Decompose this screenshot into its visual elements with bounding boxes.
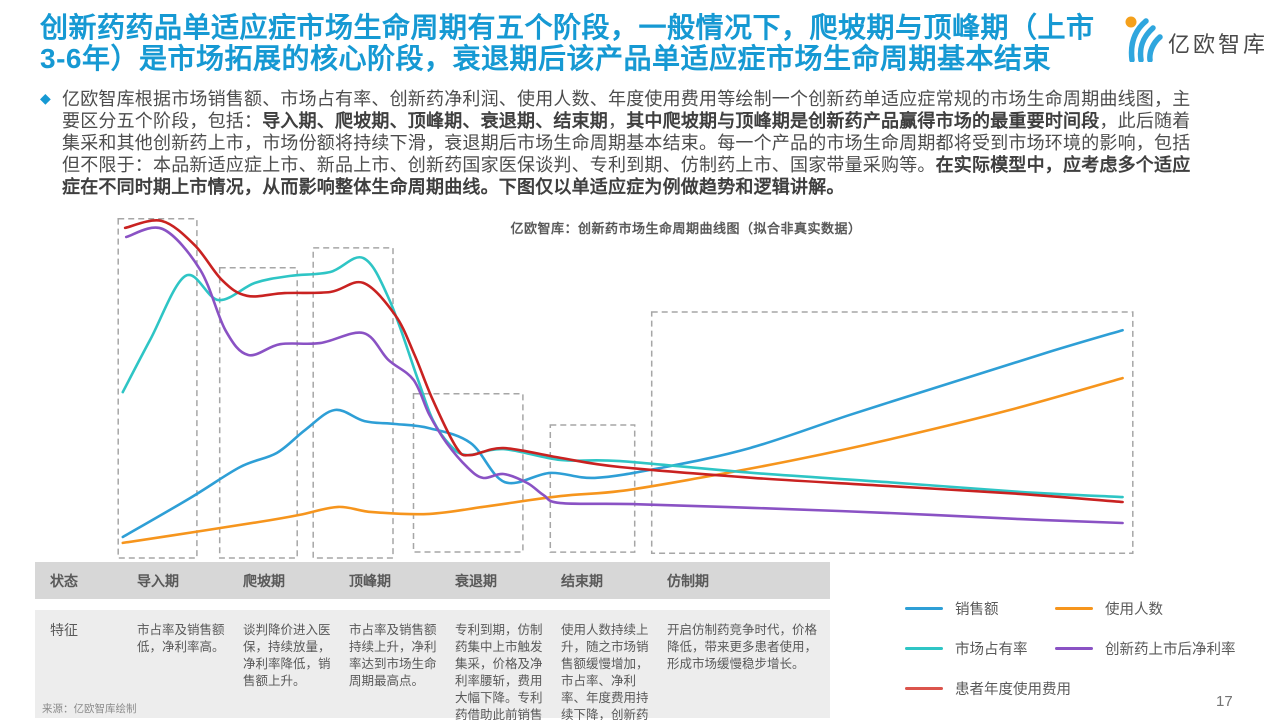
legend-label: 销售额	[955, 601, 999, 618]
source-note: 来源：亿欧智库绘制	[42, 703, 137, 715]
curve-患者年度使用费用	[123, 219, 1124, 504]
header-end: 结束期	[561, 572, 603, 589]
legend-marker-icon	[905, 646, 943, 650]
legend-label: 使用人数	[1105, 601, 1163, 618]
diamond-bullet-icon: ◆	[40, 90, 51, 106]
phase-box-顶峰期	[312, 247, 394, 559]
page-title-line1: 创新药药品单适应症市场生命周期有五个阶段，一般情况下，爬坡期与顶峰期（上市	[40, 12, 1095, 43]
row-label-features: 特征	[50, 622, 78, 638]
phase-box-结束期	[549, 424, 636, 553]
page-title: 创新药药品单适应症市场生命周期有五个阶段，一般情况下，爬坡期与顶峰期（上市 3-…	[40, 12, 1140, 74]
paragraph-line: 但不限于：本品新适应症上市、新品上市、创新药国家医保谈判、专利到期、仿制药上市、…	[62, 155, 1191, 175]
page-title-line2: 3-6年）是市场拓展的核心阶段，衰退期后该产品单适应症市场生命周期基本结束	[40, 43, 1051, 74]
brand-logo-text: 亿欧智库	[1168, 32, 1269, 57]
body-paragraph-lines: 亿欧智库根据市场销售额、市场占有率、创新药净利润、使用人数、年度使用费用等绘制一…	[62, 88, 1252, 198]
legend-label: 创新药上市后净利率	[1105, 641, 1236, 658]
paragraph-line: 亿欧智库根据市场销售额、市场占有率、创新药净利润、使用人数、年度使用费用等绘制一…	[62, 89, 1191, 109]
phase-box-导入期	[117, 218, 198, 559]
chart-title: 亿欧智库：创新药市场生命周期曲线图（拟合非真实数据）	[510, 221, 862, 236]
cell-decline: 专利到期，仿制药集中上市触发集采，价格及净利率腰斩，费用大幅下降。专利药借助此前…	[455, 623, 543, 720]
header-decline: 衰退期	[455, 572, 497, 589]
paragraph-line: 症在不同时期上市情况，从而影响整体生命周期曲线。下图仅以单适应症为例做趋势和逻辑…	[62, 177, 845, 197]
curve-创新药上市后净利率	[124, 226, 1124, 525]
legend-marker-icon	[905, 686, 943, 690]
cell-end: 使用人数持续上升，随之市场销售额缓慢增加，市占率、净利率、年度费用持续下降，创新…	[561, 623, 649, 720]
legend-item: 销售额	[905, 598, 1055, 619]
legend-label: 患者年度使用费用	[955, 681, 1071, 698]
brand-logo-icon	[1125, 16, 1163, 62]
phase-table: 状态 导入期 爬坡期 顶峰期 衰退期 结束期 仿制期 特征 市占率及销售额低，净…	[35, 562, 830, 720]
header-peak: 顶峰期	[349, 572, 391, 589]
header-introduction: 导入期	[137, 572, 179, 589]
curve-销售额	[121, 328, 1124, 539]
phase-table-body: 特征 市占率及销售额低，净利率高。 谈判降价进入医保，持续放量，净利率降低，销售…	[35, 610, 830, 720]
legend-item: 使用人数	[1055, 598, 1280, 619]
header-status: 状态	[50, 572, 78, 589]
legend-marker-icon	[905, 606, 943, 610]
legend-item: 市场占有率	[905, 638, 1055, 659]
cell-introduction: 市占率及销售额低，净利率高。	[137, 623, 225, 654]
legend-label: 市场占有率	[955, 641, 1028, 658]
legend-item: 创新药上市后净利率	[1055, 638, 1280, 659]
chart-legend: 销售额 使用人数市场占有率 创新药上市后净利率患者年度使用费用	[905, 588, 1280, 708]
cell-peak: 市占率及销售额持续上升，净利率达到市场生命周期最高点。	[349, 623, 437, 688]
legend-marker-icon	[1055, 646, 1093, 650]
legend-item: 患者年度使用费用	[905, 678, 1071, 699]
phase-box-爬坡期	[218, 267, 298, 559]
header-climbing: 爬坡期	[243, 572, 285, 589]
phase-box-衰退期	[412, 393, 524, 553]
logo-dot-icon	[1125, 16, 1137, 28]
lifecycle-chart-canvas	[117, 218, 1134, 559]
lifecycle-chart: 亿欧智库：创新药市场生命周期曲线图（拟合非真实数据）	[35, 215, 1175, 565]
paragraph-line: 集采和其他创新药上市，市场份额将持续下滑，衰退期后市场生命周期基本结束。每一个产…	[62, 133, 1191, 153]
phase-table-header: 状态 导入期 爬坡期 顶峰期 衰退期 结束期 仿制期	[35, 562, 830, 599]
cell-generic: 开启仿制药竞争时代，价格降低，带来更多患者使用，形成市场缓慢稳步增长。	[667, 623, 818, 671]
phase-box-仿制期	[650, 311, 1134, 554]
curve-使用人数	[121, 376, 1124, 545]
page-number: 17	[1216, 693, 1233, 710]
paragraph-line: 要区分五个阶段，包括：导入期、爬坡期、顶峰期、衰退期、结束期，其中爬坡期与顶峰期…	[62, 111, 1191, 131]
brand-logo: 亿欧智库	[1122, 14, 1268, 62]
cell-climbing: 谈判降价进入医保，持续放量，净利率降低，销售额上升。	[243, 623, 331, 688]
header-generic: 仿制期	[667, 572, 709, 589]
legend-marker-icon	[1055, 606, 1093, 610]
